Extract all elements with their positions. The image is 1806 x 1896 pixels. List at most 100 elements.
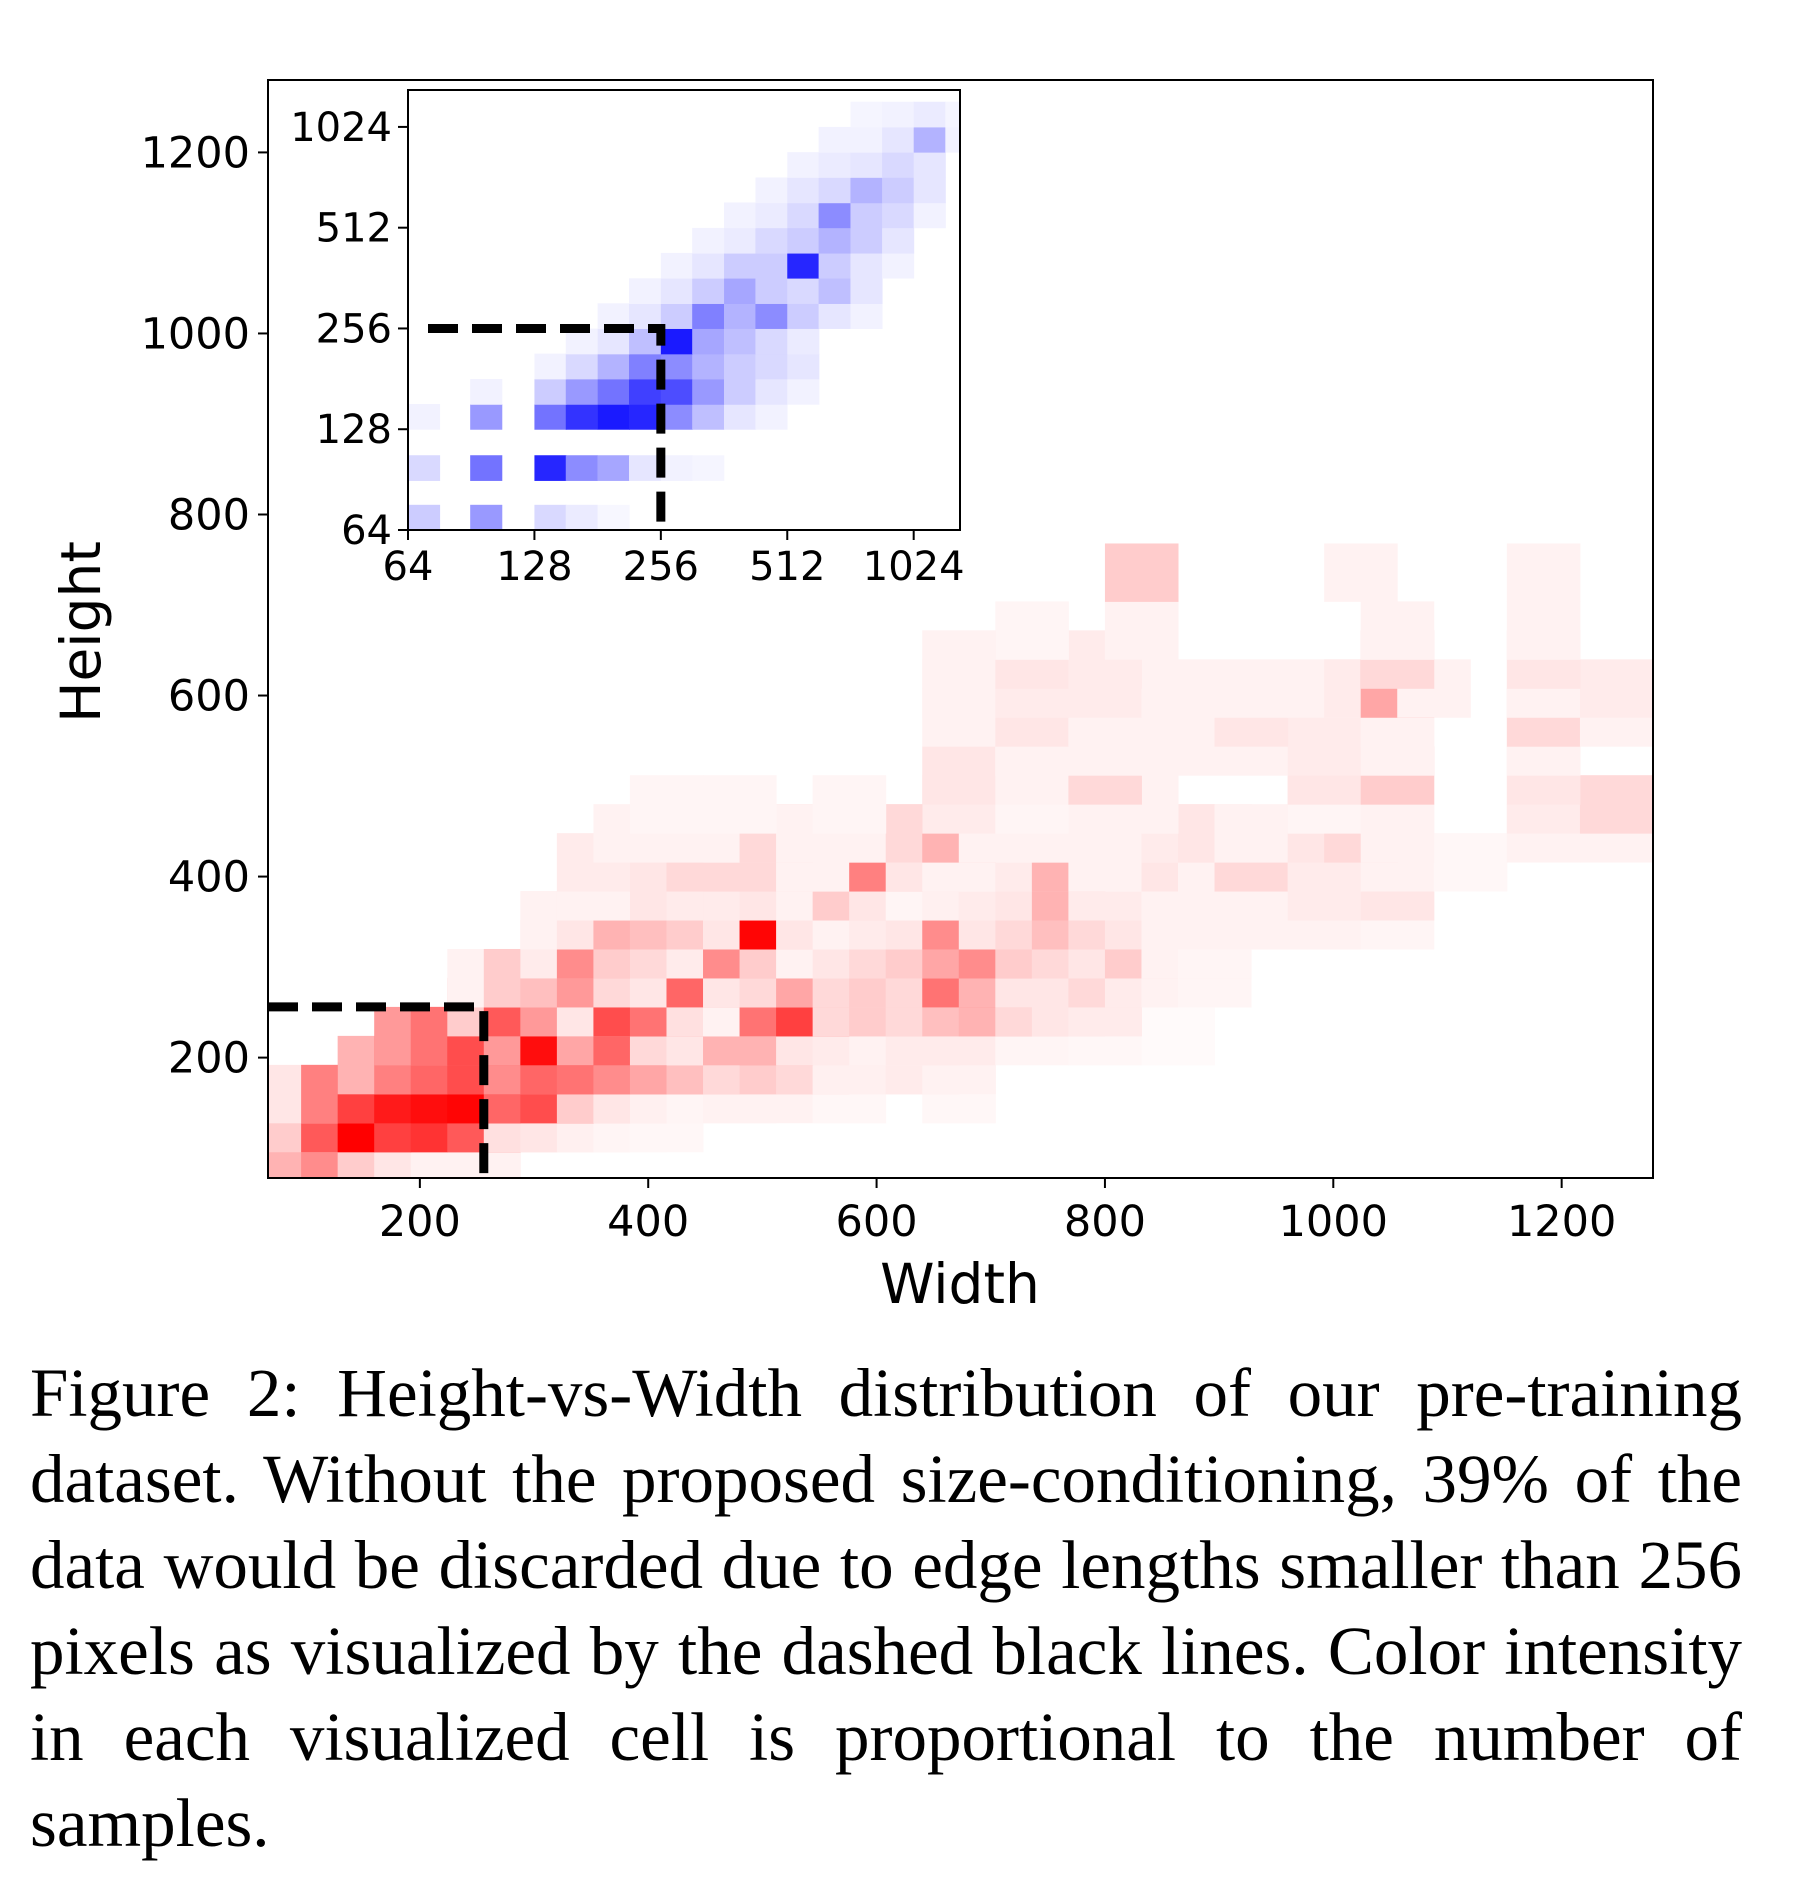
inset-heatmap-cell xyxy=(787,202,820,229)
main-heatmap-cell xyxy=(922,630,996,689)
inset-heatmap-cells xyxy=(408,101,961,531)
inset-heatmap-cell xyxy=(787,227,820,254)
inset-heatmap-cell xyxy=(755,379,788,405)
inset-heatmap-cell xyxy=(850,177,883,204)
inset-heatmap-cell xyxy=(850,252,883,279)
inset-heatmap-cell xyxy=(692,353,725,380)
main-heatmap-cell xyxy=(1214,659,1289,718)
inset-heatmap-cell xyxy=(755,404,788,430)
main-y-tick-label: 1000 xyxy=(141,309,250,359)
main-heatmap-cells xyxy=(268,543,1654,1179)
inset-heatmap-cell xyxy=(692,252,725,279)
main-x-tick-label: 1000 xyxy=(1279,1197,1388,1247)
main-y-tick-label: 1200 xyxy=(141,128,250,178)
inset-heatmap-cell xyxy=(692,328,725,355)
inset-heatmap-cell xyxy=(850,227,883,254)
inset-heatmap-cell xyxy=(470,455,503,481)
inset-heatmap-cell xyxy=(787,177,820,204)
main-heatmap-cell xyxy=(1506,601,1581,660)
main-y-axis: 200 400 600 800 1000 1200 xyxy=(141,128,268,1084)
inset-heatmap-cell xyxy=(534,379,567,405)
main-heatmap-cell xyxy=(629,775,704,834)
main-heatmap-cell xyxy=(1287,717,1362,776)
inset-heatmap-cell xyxy=(724,252,757,279)
inset-heatmap-cell xyxy=(660,404,693,430)
inset-heatmap-cell xyxy=(660,328,693,355)
main-heatmap-cell xyxy=(812,775,887,834)
main-x-tick-label: 200 xyxy=(379,1197,461,1247)
main-heatmap-cell xyxy=(1104,543,1179,602)
main-heatmap-cell xyxy=(1214,804,1289,863)
inset-heatmap-cell xyxy=(755,252,788,279)
inset-heatmap-cell xyxy=(660,252,693,279)
inset-y-tick-label: 1024 xyxy=(290,105,392,151)
main-threshold-line xyxy=(268,1002,489,1178)
main-heatmap-cell xyxy=(1141,717,1216,776)
inset-heatmap-cell xyxy=(913,177,946,204)
inset-heatmap-cell xyxy=(660,278,693,304)
inset-heatmap-cell xyxy=(629,404,662,430)
inset-heatmap-cell xyxy=(692,404,725,430)
inset-heatmap-cell xyxy=(755,227,788,254)
inset-x-tick-label: 512 xyxy=(749,544,825,590)
inset-heatmap-cell xyxy=(818,303,851,329)
inset-y-tick-label: 256 xyxy=(316,306,392,352)
main-y-axis-title: Height xyxy=(49,541,113,723)
inset-x-tick-label: 64 xyxy=(383,544,434,590)
inset-heatmap-cell xyxy=(629,455,662,481)
main-heatmap-cell xyxy=(703,775,777,834)
figure-caption: Figure 2: Height-vs-Width distribution o… xyxy=(30,1355,1742,1861)
inset-heatmap-cell xyxy=(913,202,946,229)
inset-heatmap-cell xyxy=(755,177,788,204)
inset-plot-frame xyxy=(407,89,961,531)
inset-x-tick-label: 128 xyxy=(496,544,572,590)
inset-heatmap-cell xyxy=(882,177,915,204)
inset-heatmap-cell xyxy=(534,404,567,430)
main-plot-frame xyxy=(267,79,1654,1179)
inset-heatmap-cell xyxy=(724,404,757,430)
inset-heatmap-cell xyxy=(882,252,915,279)
main-heatmap-cell xyxy=(995,601,1069,660)
inset-heatmap-cell xyxy=(945,126,961,153)
inset-heatmap-cell xyxy=(565,379,598,405)
inset-heatmap-cell xyxy=(597,379,630,405)
main-heatmap-cell xyxy=(1360,601,1435,660)
inset-heatmap-cell xyxy=(882,227,915,254)
inset-heatmap-cell xyxy=(565,353,598,380)
inset-heatmap-cell xyxy=(818,227,851,254)
main-heatmap-cell xyxy=(1324,543,1398,602)
inset-heatmap-cell xyxy=(534,353,567,380)
inset-heatmap-cell xyxy=(470,504,503,531)
inset-heatmap-cell xyxy=(660,353,693,380)
main-x-axis-title: Width xyxy=(880,1252,1040,1316)
inset-heatmap-cell xyxy=(724,227,757,254)
inset-heatmap-cell xyxy=(565,404,598,430)
main-y-tick-label: 200 xyxy=(168,1034,250,1084)
main-threshold-dashed-lines xyxy=(268,1002,489,1178)
main-heatmap-cell xyxy=(1579,659,1654,718)
inset-heatmap-cell xyxy=(913,152,946,178)
inset-heatmap-cell xyxy=(408,504,441,531)
inset-heatmap-cell xyxy=(818,177,851,204)
inset-heatmap-cell xyxy=(818,152,851,178)
inset-heatmap-cell xyxy=(755,328,788,355)
inset-y-tick-label: 64 xyxy=(341,508,392,554)
inset-y-axis: 64 128 256 512 1024 xyxy=(290,105,408,554)
inset-heatmap-cell xyxy=(787,278,820,304)
inset-heatmap-cell xyxy=(660,455,693,481)
inset-heatmap-cell xyxy=(850,101,883,128)
inset-heatmap-cell xyxy=(534,455,567,481)
inset-heatmap-cell xyxy=(597,353,630,380)
main-heatmap-cell xyxy=(1506,543,1581,602)
inset-heatmap-cell xyxy=(882,101,915,128)
inset-heatmap-cell xyxy=(882,202,915,229)
inset-heatmap-cell xyxy=(755,303,788,329)
inset-heatmap-cell xyxy=(724,278,757,304)
inset-heatmap-cell xyxy=(724,379,757,405)
main-heatmap-cell xyxy=(922,746,996,805)
inset-heatmap-cell xyxy=(408,404,441,430)
inset-heatmap-cell xyxy=(692,303,725,329)
inset-heatmap-cell xyxy=(660,379,693,405)
inset-y-tick-label: 128 xyxy=(316,407,392,453)
inset-heatmap-cell xyxy=(787,379,820,405)
